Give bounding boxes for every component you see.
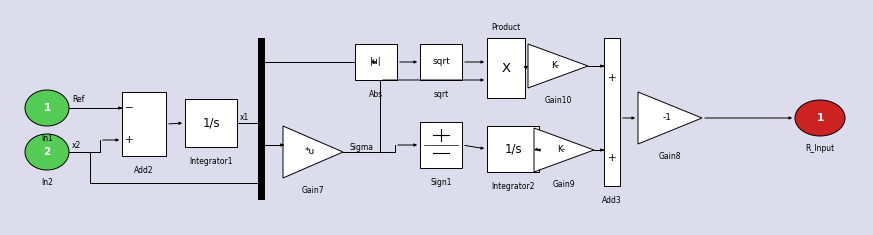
Text: K-: K- [551, 62, 559, 70]
Text: R_Input: R_Input [806, 144, 835, 153]
Text: K-: K- [557, 145, 565, 154]
Text: sqrt: sqrt [432, 58, 450, 67]
Text: sqrt: sqrt [433, 90, 449, 99]
Text: 1/s: 1/s [505, 142, 522, 156]
Text: Gain7: Gain7 [302, 186, 324, 195]
Text: 2: 2 [44, 147, 51, 157]
Text: Abs: Abs [369, 90, 383, 99]
Text: In1: In1 [41, 134, 53, 143]
Polygon shape [283, 126, 343, 178]
Text: 1: 1 [44, 103, 51, 113]
Text: *u: *u [305, 148, 315, 157]
Polygon shape [528, 44, 588, 88]
FancyBboxPatch shape [185, 99, 237, 147]
Polygon shape [638, 92, 702, 144]
Text: −: − [125, 103, 134, 113]
FancyBboxPatch shape [258, 38, 265, 200]
Text: 1/s: 1/s [203, 117, 220, 129]
Text: +: + [608, 73, 616, 83]
Ellipse shape [25, 134, 69, 170]
Ellipse shape [795, 100, 845, 136]
Text: X: X [501, 62, 511, 74]
FancyBboxPatch shape [420, 44, 462, 80]
Text: Add2: Add2 [134, 166, 154, 175]
Polygon shape [534, 128, 594, 172]
Text: Product: Product [491, 23, 520, 32]
Text: +: + [125, 135, 134, 145]
Text: -1: -1 [663, 114, 671, 122]
Text: Gain9: Gain9 [553, 180, 575, 189]
FancyBboxPatch shape [487, 38, 525, 98]
FancyBboxPatch shape [604, 38, 620, 186]
Text: 1: 1 [816, 113, 823, 123]
Text: Add3: Add3 [602, 196, 622, 205]
FancyBboxPatch shape [122, 92, 166, 156]
Text: Integrator2: Integrator2 [491, 182, 535, 191]
Text: In2: In2 [41, 178, 53, 187]
Text: Gain10: Gain10 [544, 96, 572, 105]
Text: Gain8: Gain8 [659, 152, 681, 161]
Text: +: + [608, 153, 616, 163]
Text: x2: x2 [72, 141, 81, 150]
FancyBboxPatch shape [420, 122, 462, 168]
Text: Integrator1: Integrator1 [189, 157, 233, 166]
Text: Ref: Ref [72, 95, 85, 105]
FancyBboxPatch shape [487, 126, 539, 172]
Text: |u|: |u| [370, 58, 382, 67]
Text: Sign1: Sign1 [430, 178, 451, 187]
Text: Sigma: Sigma [350, 144, 374, 153]
Text: x1: x1 [240, 114, 250, 122]
Ellipse shape [25, 90, 69, 126]
FancyBboxPatch shape [355, 44, 397, 80]
